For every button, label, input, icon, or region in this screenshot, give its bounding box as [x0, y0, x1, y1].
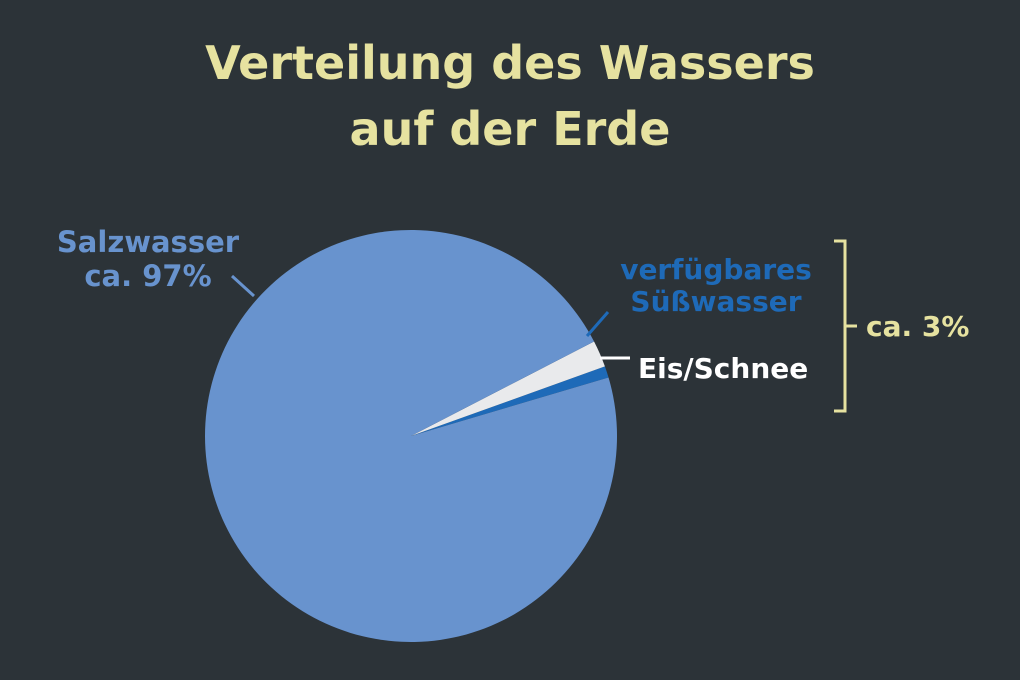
fresh-label-line-1: verfügbares	[620, 253, 812, 286]
group-bracket-label: ca. 3%	[866, 310, 969, 343]
chart-title-line-2: auf der Erde	[349, 102, 671, 156]
salt-label-line-2: ca. 97%	[84, 259, 211, 293]
pie-slice-ice	[411, 341, 605, 436]
salt-label-line-1: Salzwasser	[57, 225, 240, 259]
pie-slice-fresh	[411, 366, 609, 436]
pie-slices	[205, 230, 618, 643]
fresh-label-line-2: Süßwasser	[630, 285, 801, 318]
group-bracket	[834, 239, 857, 413]
chart-title-line-1: Verteilung des Wassers	[205, 36, 815, 90]
pie-slice-salt	[205, 230, 618, 643]
ice-label: Eis/Schnee	[638, 352, 808, 385]
salt-leader-line	[230, 274, 256, 298]
fresh-leader-line	[585, 311, 610, 337]
